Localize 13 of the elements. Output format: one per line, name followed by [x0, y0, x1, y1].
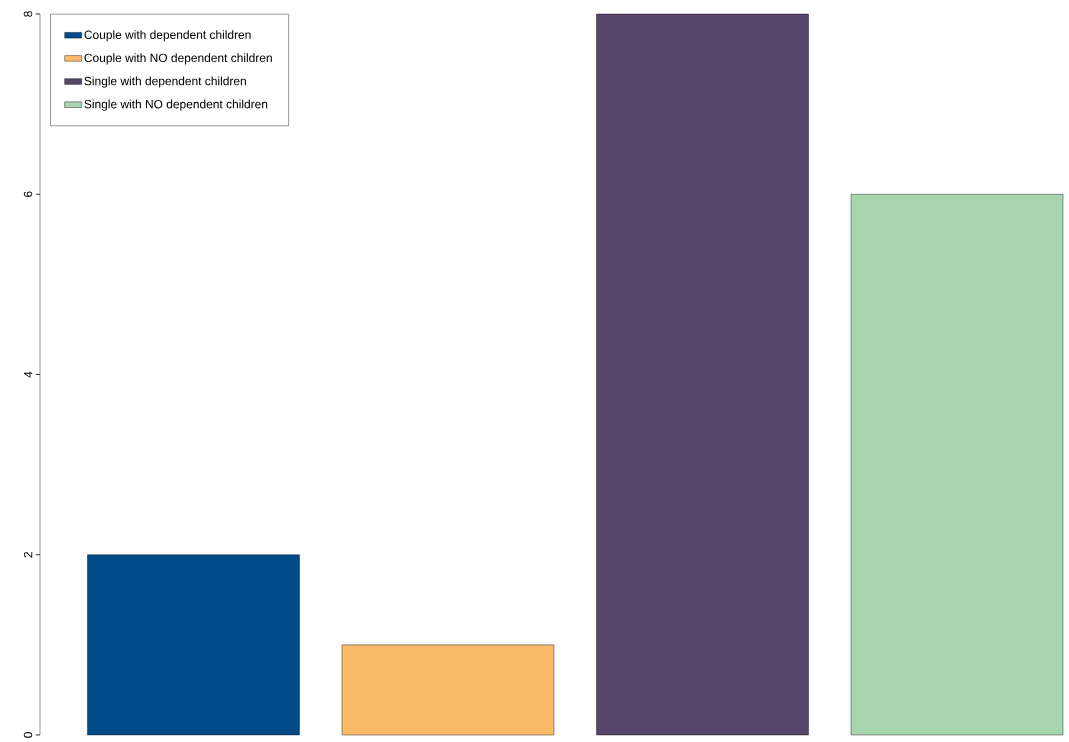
y-tick-label: 6: [23, 191, 33, 198]
y-tick-label: 4: [24, 371, 33, 378]
bar: [341, 644, 555, 736]
bar: [596, 13, 809, 736]
legend-label: Single with dependent children: [84, 76, 246, 88]
legend-label: Single with NO dependent children: [84, 99, 268, 111]
y-tick-label: 0: [23, 732, 33, 739]
y-tick-label: 2: [23, 552, 33, 558]
bar: [87, 554, 300, 736]
legend-label: Couple with NO dependent children: [84, 53, 272, 65]
y-tick-label: 8: [23, 11, 33, 17]
legend-label: Couple with dependent children: [84, 30, 251, 42]
bar: [850, 194, 1064, 736]
